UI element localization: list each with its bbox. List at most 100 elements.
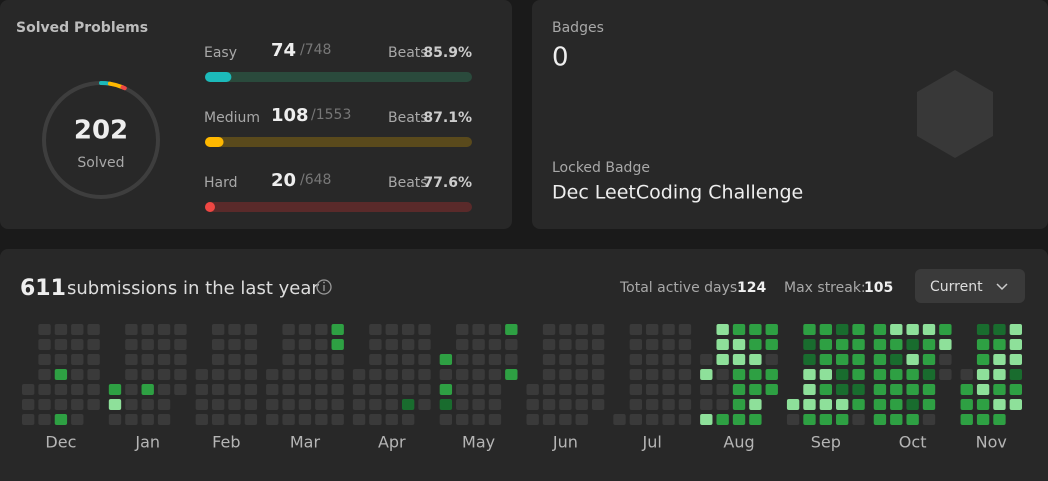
heatmap-cell (922, 324, 936, 335)
heatmap-cell (819, 369, 833, 380)
heatmap-cell (71, 399, 84, 410)
active-days-label: Total active days: (619, 280, 742, 296)
difficulty-label: Medium (204, 110, 260, 126)
heatmap-cell (646, 414, 659, 425)
heatmap-cell (559, 369, 572, 380)
heatmap-cell (71, 384, 84, 395)
heatmap-cell (716, 369, 729, 380)
heatmap-cell (439, 369, 453, 380)
heatmap-cell (852, 414, 865, 425)
heatmap-cell (629, 339, 643, 350)
heatmap-cell (401, 324, 415, 335)
heatmap-cell (298, 354, 312, 365)
heatmap-cell (298, 369, 312, 380)
heatmap-cell (331, 414, 344, 425)
heatmap-cell (488, 384, 502, 395)
heatmap-cell (401, 339, 415, 350)
year-dropdown[interactable]: Current (915, 269, 1025, 303)
heatmap-cell (662, 414, 675, 425)
heatmap-cell (385, 339, 398, 350)
heatmap-cell (54, 399, 68, 410)
heatmap-cell (211, 399, 225, 410)
heatmap-cell (228, 414, 241, 425)
heatmap-cell (369, 324, 382, 335)
heatmap-cell (456, 384, 469, 395)
heatmap-cell (559, 414, 572, 425)
heatmap-cell (922, 399, 936, 410)
heatmap-cell (87, 324, 100, 335)
heatmap-cell (331, 339, 344, 350)
heatmap-cell (852, 339, 865, 350)
progress-track (205, 137, 472, 147)
heatmap-cell (22, 384, 35, 395)
heatmap-cell (716, 384, 729, 395)
heatmap-cell (87, 354, 100, 365)
heatmap-cell (315, 414, 328, 425)
heatmap-cell (418, 339, 431, 350)
heatmap-cell (873, 399, 887, 410)
heatmap-cell (662, 399, 675, 410)
heatmap-cell (282, 354, 295, 365)
heatmap-cell (662, 384, 675, 395)
activity-card (0, 249, 1048, 481)
heatmap-cell (401, 369, 415, 380)
heatmap-cell (646, 324, 659, 335)
month-label: Aug (723, 433, 754, 452)
heatmap-cell (591, 369, 605, 380)
heatmap-cell (646, 384, 659, 395)
heatmap-cell (629, 354, 643, 365)
progress-fill (205, 202, 215, 212)
heatmap-cell (836, 384, 849, 395)
heatmap-cell (873, 339, 887, 350)
chevron (996, 283, 1008, 291)
heatmap-cell (803, 384, 816, 395)
heatmap-cell (298, 324, 312, 335)
heatmap-cell (542, 324, 556, 335)
heatmap-cell (559, 384, 572, 395)
beats-text: Beats (388, 175, 428, 191)
heatmap-cell (803, 324, 816, 335)
heatmap-cell (418, 399, 431, 410)
heatmap-cell (1009, 384, 1022, 395)
month-label: May (462, 433, 495, 452)
heatmap-cell (890, 414, 903, 425)
heatmap-cell (922, 414, 936, 425)
heatmap-cell (922, 339, 936, 350)
heatmap-cell (401, 384, 415, 395)
locked-label: Locked Badge (552, 160, 650, 176)
heatmap-cell (456, 324, 469, 335)
heatmap-cell (108, 384, 122, 395)
heatmap-cell (1009, 354, 1022, 365)
heatmap-cell (331, 384, 344, 395)
heatmap-cell (939, 339, 952, 350)
heatmap-cell (418, 384, 431, 395)
heatmap-cell (646, 339, 659, 350)
heatmap-cell (244, 339, 258, 350)
heatmap-cell (488, 324, 502, 335)
heatmap-cell (195, 399, 208, 410)
heatmap-cell (369, 414, 382, 425)
solved-caption: Solved (77, 155, 124, 171)
heatmap-cell (1009, 369, 1022, 380)
difficulty-label: Easy (204, 45, 237, 61)
heatmap-cell (439, 354, 453, 365)
heatmap-cell (174, 384, 187, 395)
heatmap-cell (678, 399, 692, 410)
info-icon[interactable] (316, 279, 332, 295)
heatmap-cell (749, 369, 762, 380)
heatmap-cell (976, 384, 990, 395)
heatmap-cell (646, 399, 659, 410)
heatmap-cell (352, 384, 366, 395)
heatmap-cell (141, 324, 154, 335)
heatmap-cell (716, 324, 729, 335)
heatmap-cell (922, 369, 936, 380)
heatmap-cell (591, 339, 605, 350)
heatmap-cell (472, 414, 485, 425)
heatmap-cell (141, 354, 154, 365)
heatmap-cell (211, 324, 225, 335)
heatmap-cell (71, 414, 84, 425)
heatmap-cell (960, 399, 973, 410)
heatmap-cell (803, 339, 816, 350)
heatmap-cell (993, 414, 1006, 425)
heatmap-cell (439, 414, 453, 425)
